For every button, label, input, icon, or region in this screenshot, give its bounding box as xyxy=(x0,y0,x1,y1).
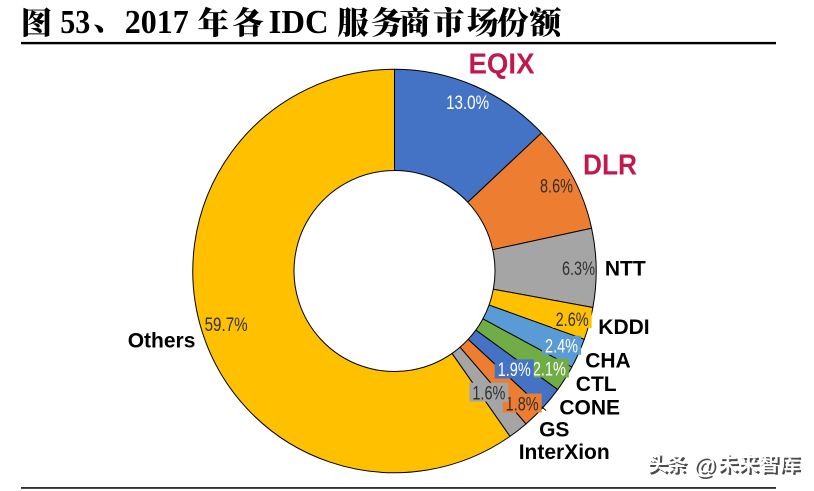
svg-text:2.6%: 2.6% xyxy=(556,310,589,331)
svg-text:CONE: CONE xyxy=(559,397,620,420)
svg-text:IDC: IDC xyxy=(269,4,329,41)
svg-text:13.0%: 13.0% xyxy=(446,93,489,114)
svg-text:@: @ xyxy=(693,453,715,479)
svg-text:NTT: NTT xyxy=(605,258,646,281)
svg-text:59.7%: 59.7% xyxy=(205,315,248,336)
svg-text:6.3%: 6.3% xyxy=(562,259,595,280)
svg-text:CHA: CHA xyxy=(585,350,631,373)
svg-text:2.1%: 2.1% xyxy=(533,359,566,380)
svg-text:2017: 2017 xyxy=(125,4,189,41)
svg-text:1.6%: 1.6% xyxy=(472,383,505,404)
svg-text:2.4%: 2.4% xyxy=(545,337,578,358)
svg-text:53: 53 xyxy=(60,4,90,41)
svg-text:GS: GS xyxy=(539,419,569,442)
svg-text:8.6%: 8.6% xyxy=(540,177,573,198)
svg-text:InterXion: InterXion xyxy=(519,441,610,464)
svg-text:1.8%: 1.8% xyxy=(506,394,539,415)
svg-text:Others: Others xyxy=(128,330,196,353)
svg-text:@: @ xyxy=(695,455,717,481)
svg-text:EQIX: EQIX xyxy=(469,49,536,81)
svg-text:KDDI: KDDI xyxy=(598,316,649,339)
svg-text:CTL: CTL xyxy=(576,373,617,396)
svg-text:DLR: DLR xyxy=(583,150,637,182)
svg-text:1.9%: 1.9% xyxy=(498,360,531,381)
